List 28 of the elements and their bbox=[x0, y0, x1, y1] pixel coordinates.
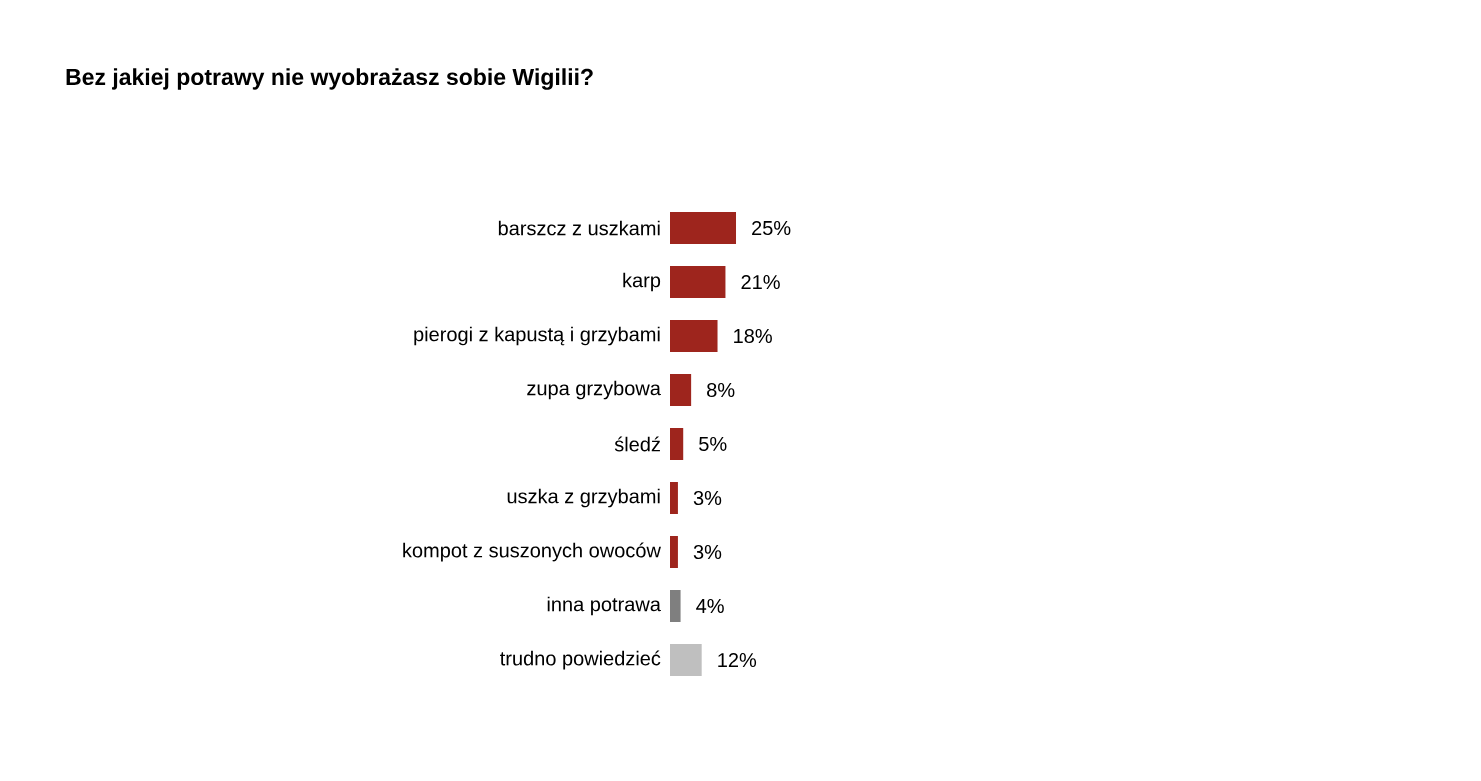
text: Bez jakiej potrawy nie wyobrażasz sobie Wigilii? bbox=[66, 68, 593, 90]
data-label: 25% bbox=[752, 220, 791, 236]
bar bbox=[670, 212, 737, 245]
data-label: 18% bbox=[734, 328, 772, 344]
bar bbox=[670, 536, 678, 568]
data-label: 4% bbox=[696, 598, 724, 614]
y-tick-label: karp bbox=[623, 272, 661, 292]
data-label: 3% bbox=[693, 544, 722, 560]
y-tick-label: barszcz z uszkami bbox=[498, 220, 660, 236]
y-tick-label: trudno powiedzieć bbox=[500, 650, 661, 670]
y-tick-label: kompot z suszonych owoców bbox=[403, 542, 661, 562]
bar bbox=[670, 644, 702, 676]
data-label: 5% bbox=[699, 436, 727, 452]
data-label: 8% bbox=[707, 382, 735, 398]
data-label: 12% bbox=[718, 652, 757, 668]
y-tick-label: zupa grzybowa bbox=[527, 380, 661, 400]
bar bbox=[670, 428, 684, 460]
data-label: 21% bbox=[741, 274, 780, 290]
data-label: 3% bbox=[693, 490, 722, 506]
y-tick-label: pierogi z kapustą i grzybami bbox=[414, 326, 660, 346]
bar bbox=[670, 590, 681, 622]
bar bbox=[670, 374, 692, 406]
bar bbox=[670, 482, 678, 514]
y-tick-label: inna potrawa bbox=[547, 596, 661, 616]
y-tick-label: śledź bbox=[614, 436, 660, 452]
y-tick-label: uszka z grzybami bbox=[507, 488, 660, 508]
bar bbox=[670, 266, 726, 299]
bar bbox=[670, 320, 718, 353]
